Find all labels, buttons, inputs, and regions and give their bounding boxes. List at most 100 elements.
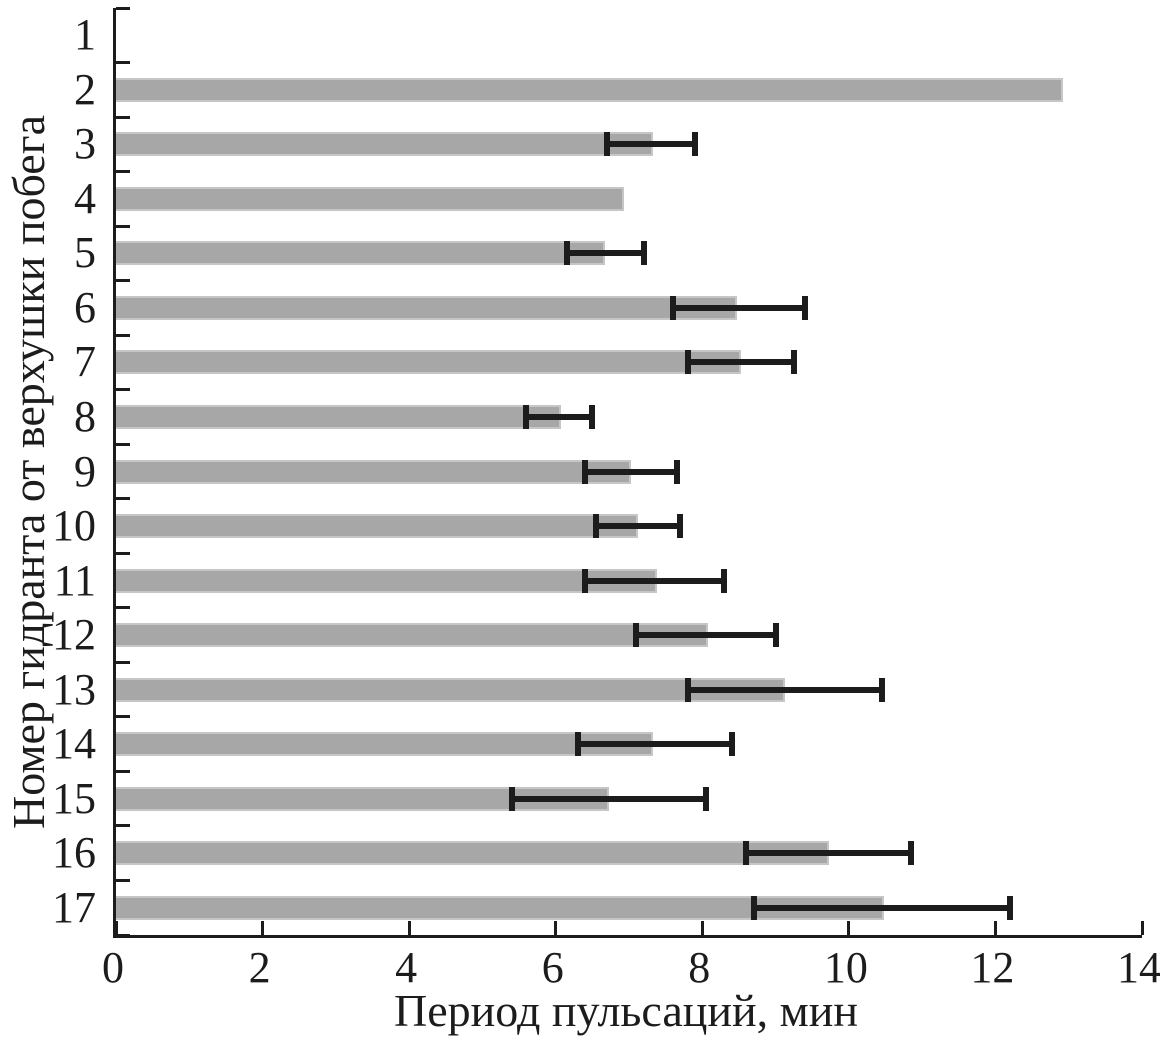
y-tick-label-9: 9 [74, 446, 96, 496]
bar-11 [116, 568, 657, 593]
error-bar-13 [687, 686, 882, 693]
y-axis-tick [116, 606, 130, 610]
x-axis-tick-2 [261, 921, 265, 935]
x-axis-tick-4 [407, 921, 411, 935]
y-tick-label-7: 7 [74, 337, 96, 387]
error-bar-10 [596, 523, 681, 530]
error-bar-cap-17-high [1007, 895, 1014, 920]
error-bar-5 [566, 250, 644, 257]
y-axis-tick [116, 660, 130, 664]
bar-3 [116, 132, 653, 157]
error-bar-cap-17-low [750, 895, 757, 920]
bar-4 [116, 186, 624, 211]
error-bar-3 [607, 141, 695, 148]
y-tick-labels: 1 2 3 4 5 6 7 8 9 10 11 12 13 14 15 16 17 [0, 8, 96, 935]
x-tick-label-0: 0 [102, 943, 124, 992]
error-bar-cap-15-low [508, 786, 515, 811]
error-bar-6 [672, 304, 805, 311]
y-axis-tick [116, 115, 130, 119]
error-bar-cap-6-low [669, 295, 676, 320]
bar-14 [116, 732, 653, 757]
error-bar-cap-10-low [593, 514, 600, 539]
error-bar-cap-6-high [801, 295, 808, 320]
plot-area [113, 6, 1144, 938]
error-bar-15 [511, 795, 706, 802]
y-tick-label-15: 15 [52, 773, 96, 823]
x-tick-label-4: 4 [395, 943, 418, 992]
bar-16 [116, 841, 829, 866]
x-axis-title: Период пульсаций, мин [394, 985, 858, 1036]
error-bar-cap-3-low [604, 132, 610, 157]
x-axis-tick-8 [700, 921, 704, 935]
error-bar-cap-7-high [790, 350, 797, 375]
y-axis-tick [116, 170, 130, 174]
x-tick-labels: 0 2 4 6 8 10 12 14 [0, 946, 1160, 996]
x-axis-tick-12 [993, 921, 997, 935]
x-tick-label-8: 8 [688, 943, 711, 992]
y-axis-tick [116, 388, 130, 392]
x-tick-label-6: 6 [541, 943, 564, 992]
y-tick-label-8: 8 [74, 391, 96, 441]
error-bar-17 [753, 904, 1011, 911]
y-axis-tick [116, 6, 130, 10]
y-tick-label-16: 16 [52, 828, 96, 878]
y-tick-label-2: 2 [74, 64, 96, 114]
y-axis-tick [116, 442, 130, 446]
error-bar-cap-14-low [574, 732, 581, 757]
bar-10 [116, 514, 639, 539]
bar-9 [116, 459, 631, 484]
y-tick-label-10: 10 [52, 501, 96, 551]
error-bar-8 [526, 413, 593, 420]
x-tick-label-14: 14 [1117, 943, 1160, 992]
x-axis-tick-10 [847, 921, 851, 935]
y-tick-label-14: 14 [52, 719, 96, 769]
error-bar-14 [577, 741, 732, 748]
error-bar-cap-11-high [721, 568, 728, 593]
error-bar-cap-8-low [523, 404, 530, 429]
x-axis-tick-14 [1140, 921, 1144, 935]
error-bar-cap-11-low [582, 568, 589, 593]
error-bar-cap-13-high [878, 677, 885, 702]
error-bar-cap-13-low [684, 677, 691, 702]
error-bar-cap-9-low [582, 459, 589, 484]
y-axis-tick [116, 279, 130, 283]
x-axis-tick-0 [114, 921, 118, 935]
error-bar-cap-16-low [743, 841, 750, 866]
error-bar-cap-5-high [640, 241, 647, 266]
y-axis-tick [116, 715, 130, 719]
error-bar-16 [746, 850, 912, 857]
error-bar-7 [687, 359, 794, 366]
error-bar-cap-10-high [677, 514, 684, 539]
bar-6 [116, 295, 738, 320]
y-axis-tick [116, 224, 130, 228]
error-bar-cap-3-high [691, 132, 698, 157]
error-bar-cap-16-high [908, 841, 915, 866]
x-axis-tick-6 [554, 921, 558, 935]
y-tick-label-12: 12 [52, 610, 96, 660]
y-tick-label-1: 1 [74, 10, 96, 60]
bar-12 [116, 623, 708, 648]
error-bar-12 [636, 632, 776, 639]
error-bar-cap-9-high [673, 459, 680, 484]
y-tick-label-5: 5 [74, 228, 96, 278]
y-tick-label-3: 3 [74, 119, 96, 169]
error-bar-cap-14-high [728, 732, 735, 757]
y-tick-label-17: 17 [52, 882, 96, 932]
y-axis-tick [116, 878, 130, 882]
y-axis-tick [116, 497, 130, 501]
y-axis-tick [116, 933, 130, 937]
y-axis-tick [116, 769, 130, 773]
y-axis-tick [116, 333, 130, 337]
error-bar-cap-7-low [684, 350, 691, 375]
bar-8 [116, 404, 562, 429]
y-axis-tick [116, 824, 130, 828]
x-tick-label-2: 2 [248, 943, 271, 992]
y-tick-label-13: 13 [52, 664, 96, 714]
error-bar-cap-12-high [772, 623, 779, 648]
bar-5 [116, 241, 606, 266]
error-bar-9 [585, 468, 677, 475]
y-axis-tick [116, 551, 130, 555]
x-tick-label-12: 12 [970, 943, 1015, 992]
y-tick-label-4: 4 [74, 173, 96, 223]
